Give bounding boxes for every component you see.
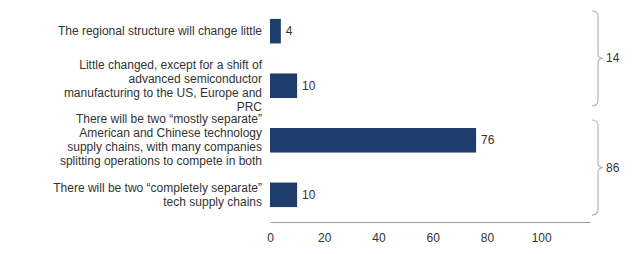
- tick-label: 80: [481, 231, 495, 245]
- tick: 80: [481, 222, 495, 245]
- tick: 0: [267, 222, 274, 245]
- bars: [270, 19, 476, 207]
- tick-label: 40: [372, 231, 386, 245]
- chart: 0 20 40 60 80 100 The regional structure will …: [0, 0, 640, 254]
- data-label: 10: [302, 79, 316, 93]
- data-label: 4: [286, 24, 293, 38]
- bar: [270, 128, 476, 153]
- tick-label: 60: [427, 231, 441, 245]
- tick-label: 20: [318, 231, 332, 245]
- category-label: There will be two “completely separate”t…: [53, 181, 262, 209]
- tick: 20: [318, 222, 332, 245]
- category-label: Little changed, except for a shift ofadv…: [64, 58, 263, 114]
- category-label: There will be two “mostly separate”Ameri…: [60, 112, 262, 168]
- bracket-label: 86: [606, 161, 620, 175]
- axis-line: [271, 222, 591, 223]
- data-label: 76: [481, 133, 495, 147]
- data-labels: 4 10 76 10: [286, 24, 495, 202]
- x-axis: 0 20 40 60 80 100: [267, 222, 590, 245]
- bracket-label: 14: [606, 51, 620, 65]
- brackets: 14 86: [592, 11, 620, 215]
- tick: 40: [372, 222, 386, 245]
- y-axis: The regional structure will change littl…: [53, 24, 262, 209]
- bar: [270, 183, 297, 208]
- tick-label: 100: [532, 231, 552, 245]
- tick-label: 0: [267, 231, 274, 245]
- tick: 100: [532, 222, 552, 245]
- category-label: The regional structure will change littl…: [58, 24, 262, 38]
- bar: [270, 19, 281, 44]
- bracket: [592, 11, 603, 106]
- bar: [270, 73, 297, 98]
- tick: 60: [427, 222, 441, 245]
- bracket: [592, 120, 603, 215]
- data-label: 10: [302, 188, 316, 202]
